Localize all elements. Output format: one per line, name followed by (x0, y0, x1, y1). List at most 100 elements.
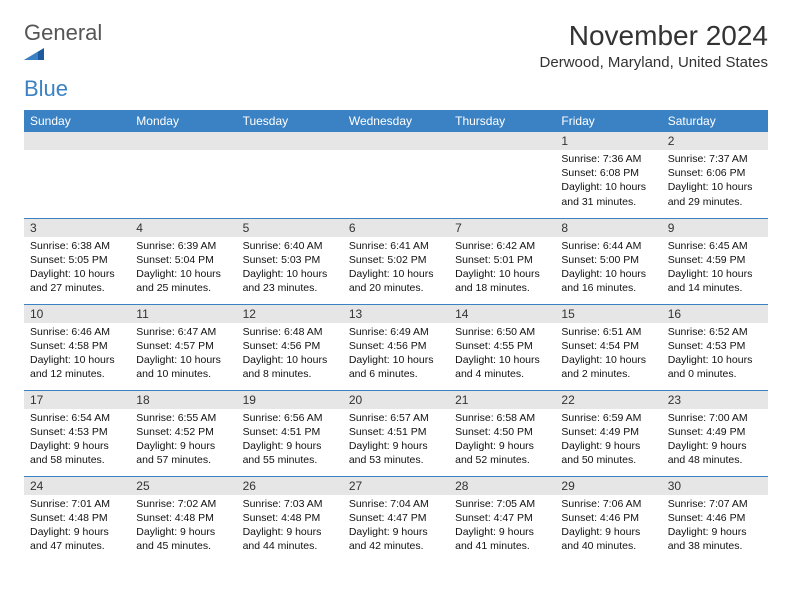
day-body: Sunrise: 6:40 AMSunset: 5:03 PMDaylight:… (237, 237, 343, 298)
day-cell: 29Sunrise: 7:06 AMSunset: 4:46 PMDayligh… (555, 476, 661, 562)
sunset-text: Sunset: 5:00 PM (561, 253, 655, 267)
daylight-text: Daylight: 9 hours and 52 minutes. (455, 439, 549, 467)
daylight-text: Daylight: 9 hours and 45 minutes. (136, 525, 230, 553)
daylight-text: Daylight: 10 hours and 6 minutes. (349, 353, 443, 381)
week-row: 3Sunrise: 6:38 AMSunset: 5:05 PMDaylight… (24, 218, 768, 304)
day-body: Sunrise: 6:51 AMSunset: 4:54 PMDaylight:… (555, 323, 661, 384)
header: General Blue November 2024 Derwood, Mary… (24, 20, 768, 102)
day-cell: 7Sunrise: 6:42 AMSunset: 5:01 PMDaylight… (449, 218, 555, 304)
sunrise-text: Sunrise: 7:02 AM (136, 497, 230, 511)
sunset-text: Sunset: 4:53 PM (668, 339, 762, 353)
day-cell: 14Sunrise: 6:50 AMSunset: 4:55 PMDayligh… (449, 304, 555, 390)
day-number: 1 (555, 132, 661, 150)
daylight-text: Daylight: 9 hours and 47 minutes. (30, 525, 124, 553)
sunset-text: Sunset: 4:47 PM (455, 511, 549, 525)
day-cell: 28Sunrise: 7:05 AMSunset: 4:47 PMDayligh… (449, 476, 555, 562)
sunrise-text: Sunrise: 6:39 AM (136, 239, 230, 253)
week-row: 1Sunrise: 7:36 AMSunset: 6:08 PMDaylight… (24, 132, 768, 218)
empty-daynum (237, 132, 343, 150)
sunrise-text: Sunrise: 7:01 AM (30, 497, 124, 511)
day-cell (24, 132, 130, 218)
sunrise-text: Sunrise: 7:37 AM (668, 152, 762, 166)
day-number: 13 (343, 305, 449, 323)
day-number: 6 (343, 219, 449, 237)
sunset-text: Sunset: 4:55 PM (455, 339, 549, 353)
daylight-text: Daylight: 9 hours and 38 minutes. (668, 525, 762, 553)
sunset-text: Sunset: 4:46 PM (668, 511, 762, 525)
day-cell: 20Sunrise: 6:57 AMSunset: 4:51 PMDayligh… (343, 390, 449, 476)
day-body: Sunrise: 6:52 AMSunset: 4:53 PMDaylight:… (662, 323, 768, 384)
day-number: 10 (24, 305, 130, 323)
sunset-text: Sunset: 4:49 PM (668, 425, 762, 439)
sunset-text: Sunset: 4:57 PM (136, 339, 230, 353)
daylight-text: Daylight: 10 hours and 31 minutes. (561, 180, 655, 208)
daylight-text: Daylight: 9 hours and 48 minutes. (668, 439, 762, 467)
sunset-text: Sunset: 5:04 PM (136, 253, 230, 267)
day-body: Sunrise: 7:01 AMSunset: 4:48 PMDaylight:… (24, 495, 130, 556)
day-cell: 11Sunrise: 6:47 AMSunset: 4:57 PMDayligh… (130, 304, 236, 390)
empty-daynum (24, 132, 130, 150)
day-cell (343, 132, 449, 218)
empty-daynum (130, 132, 236, 150)
day-number: 17 (24, 391, 130, 409)
empty-daynum (343, 132, 449, 150)
sunrise-text: Sunrise: 6:47 AM (136, 325, 230, 339)
day-body: Sunrise: 6:47 AMSunset: 4:57 PMDaylight:… (130, 323, 236, 384)
day-body: Sunrise: 6:38 AMSunset: 5:05 PMDaylight:… (24, 237, 130, 298)
daylight-text: Daylight: 9 hours and 58 minutes. (30, 439, 124, 467)
day-cell: 19Sunrise: 6:56 AMSunset: 4:51 PMDayligh… (237, 390, 343, 476)
day-cell: 25Sunrise: 7:02 AMSunset: 4:48 PMDayligh… (130, 476, 236, 562)
day-body: Sunrise: 6:49 AMSunset: 4:56 PMDaylight:… (343, 323, 449, 384)
sunset-text: Sunset: 4:46 PM (561, 511, 655, 525)
title-block: November 2024 Derwood, Maryland, United … (540, 20, 768, 71)
day-number: 7 (449, 219, 555, 237)
day-number: 21 (449, 391, 555, 409)
day-cell: 4Sunrise: 6:39 AMSunset: 5:04 PMDaylight… (130, 218, 236, 304)
sunrise-text: Sunrise: 7:06 AM (561, 497, 655, 511)
weekday-header: Friday (555, 110, 661, 132)
day-cell: 30Sunrise: 7:07 AMSunset: 4:46 PMDayligh… (662, 476, 768, 562)
daylight-text: Daylight: 10 hours and 12 minutes. (30, 353, 124, 381)
sunrise-text: Sunrise: 6:58 AM (455, 411, 549, 425)
day-body: Sunrise: 6:39 AMSunset: 5:04 PMDaylight:… (130, 237, 236, 298)
sunset-text: Sunset: 4:48 PM (136, 511, 230, 525)
day-body: Sunrise: 6:45 AMSunset: 4:59 PMDaylight:… (662, 237, 768, 298)
day-body: Sunrise: 7:07 AMSunset: 4:46 PMDaylight:… (662, 495, 768, 556)
day-body: Sunrise: 6:50 AMSunset: 4:55 PMDaylight:… (449, 323, 555, 384)
day-number: 18 (130, 391, 236, 409)
daylight-text: Daylight: 9 hours and 41 minutes. (455, 525, 549, 553)
daylight-text: Daylight: 9 hours and 44 minutes. (243, 525, 337, 553)
day-body: Sunrise: 7:02 AMSunset: 4:48 PMDaylight:… (130, 495, 236, 556)
daylight-text: Daylight: 9 hours and 42 minutes. (349, 525, 443, 553)
sunrise-text: Sunrise: 6:45 AM (668, 239, 762, 253)
daylight-text: Daylight: 10 hours and 18 minutes. (455, 267, 549, 295)
daylight-text: Daylight: 10 hours and 20 minutes. (349, 267, 443, 295)
day-cell: 23Sunrise: 7:00 AMSunset: 4:49 PMDayligh… (662, 390, 768, 476)
day-number: 3 (24, 219, 130, 237)
day-number: 16 (662, 305, 768, 323)
sunrise-text: Sunrise: 6:41 AM (349, 239, 443, 253)
day-body: Sunrise: 6:41 AMSunset: 5:02 PMDaylight:… (343, 237, 449, 298)
sunrise-text: Sunrise: 6:49 AM (349, 325, 443, 339)
daylight-text: Daylight: 10 hours and 0 minutes. (668, 353, 762, 381)
sunset-text: Sunset: 4:54 PM (561, 339, 655, 353)
day-body: Sunrise: 6:57 AMSunset: 4:51 PMDaylight:… (343, 409, 449, 470)
weekday-header: Saturday (662, 110, 768, 132)
sunrise-text: Sunrise: 7:03 AM (243, 497, 337, 511)
day-body: Sunrise: 7:06 AMSunset: 4:46 PMDaylight:… (555, 495, 661, 556)
day-cell: 9Sunrise: 6:45 AMSunset: 4:59 PMDaylight… (662, 218, 768, 304)
day-number: 26 (237, 477, 343, 495)
day-body: Sunrise: 6:59 AMSunset: 4:49 PMDaylight:… (555, 409, 661, 470)
weekday-header: Tuesday (237, 110, 343, 132)
day-body: Sunrise: 7:03 AMSunset: 4:48 PMDaylight:… (237, 495, 343, 556)
sunset-text: Sunset: 5:01 PM (455, 253, 549, 267)
day-number: 2 (662, 132, 768, 150)
sunrise-text: Sunrise: 6:38 AM (30, 239, 124, 253)
sunrise-text: Sunrise: 6:54 AM (30, 411, 124, 425)
daylight-text: Daylight: 10 hours and 27 minutes. (30, 267, 124, 295)
day-cell: 10Sunrise: 6:46 AMSunset: 4:58 PMDayligh… (24, 304, 130, 390)
day-body: Sunrise: 7:05 AMSunset: 4:47 PMDaylight:… (449, 495, 555, 556)
day-number: 5 (237, 219, 343, 237)
sunrise-text: Sunrise: 6:57 AM (349, 411, 443, 425)
day-body: Sunrise: 6:42 AMSunset: 5:01 PMDaylight:… (449, 237, 555, 298)
